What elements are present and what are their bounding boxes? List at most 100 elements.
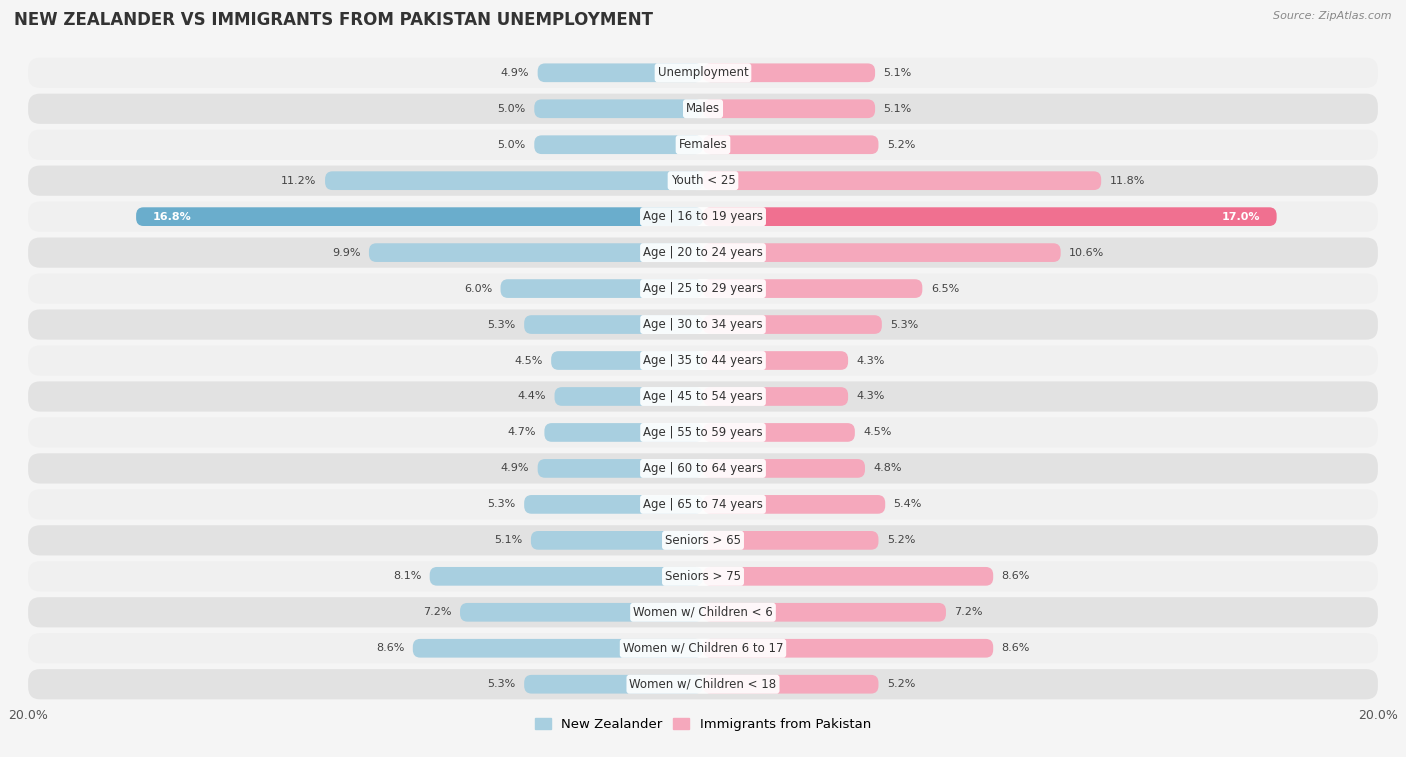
FancyBboxPatch shape (430, 567, 703, 586)
Text: Seniors > 75: Seniors > 75 (665, 570, 741, 583)
FancyBboxPatch shape (703, 64, 875, 82)
FancyBboxPatch shape (28, 597, 1378, 628)
Text: 4.3%: 4.3% (856, 356, 884, 366)
FancyBboxPatch shape (28, 561, 1378, 591)
FancyBboxPatch shape (460, 603, 703, 621)
Text: Women w/ Children < 18: Women w/ Children < 18 (630, 678, 776, 690)
Text: 11.2%: 11.2% (281, 176, 316, 185)
FancyBboxPatch shape (703, 639, 993, 658)
Text: 8.6%: 8.6% (1001, 643, 1031, 653)
Text: 5.4%: 5.4% (894, 500, 922, 509)
FancyBboxPatch shape (551, 351, 703, 370)
FancyBboxPatch shape (703, 387, 848, 406)
Text: Youth < 25: Youth < 25 (671, 174, 735, 187)
Text: Source: ZipAtlas.com: Source: ZipAtlas.com (1274, 11, 1392, 21)
FancyBboxPatch shape (28, 417, 1378, 447)
FancyBboxPatch shape (703, 675, 879, 693)
Text: 9.9%: 9.9% (332, 248, 360, 257)
FancyBboxPatch shape (703, 423, 855, 442)
FancyBboxPatch shape (703, 243, 1060, 262)
FancyBboxPatch shape (703, 459, 865, 478)
FancyBboxPatch shape (413, 639, 703, 658)
FancyBboxPatch shape (28, 453, 1378, 484)
Text: 7.2%: 7.2% (423, 607, 451, 617)
FancyBboxPatch shape (703, 531, 879, 550)
FancyBboxPatch shape (703, 99, 875, 118)
Text: Age | 65 to 74 years: Age | 65 to 74 years (643, 498, 763, 511)
FancyBboxPatch shape (136, 207, 703, 226)
FancyBboxPatch shape (28, 489, 1378, 519)
FancyBboxPatch shape (28, 58, 1378, 88)
Text: 4.5%: 4.5% (515, 356, 543, 366)
Text: 5.2%: 5.2% (887, 679, 915, 689)
FancyBboxPatch shape (368, 243, 703, 262)
FancyBboxPatch shape (703, 207, 1277, 226)
Text: Age | 35 to 44 years: Age | 35 to 44 years (643, 354, 763, 367)
Text: 4.8%: 4.8% (873, 463, 901, 473)
FancyBboxPatch shape (524, 495, 703, 514)
Text: 4.9%: 4.9% (501, 463, 529, 473)
FancyBboxPatch shape (534, 99, 703, 118)
Text: 10.6%: 10.6% (1069, 248, 1104, 257)
FancyBboxPatch shape (28, 382, 1378, 412)
Text: Women w/ Children 6 to 17: Women w/ Children 6 to 17 (623, 642, 783, 655)
FancyBboxPatch shape (703, 279, 922, 298)
Text: 4.5%: 4.5% (863, 428, 891, 438)
Text: 5.1%: 5.1% (883, 68, 911, 78)
Text: 5.0%: 5.0% (498, 140, 526, 150)
FancyBboxPatch shape (28, 238, 1378, 268)
FancyBboxPatch shape (537, 64, 703, 82)
FancyBboxPatch shape (703, 171, 1101, 190)
FancyBboxPatch shape (501, 279, 703, 298)
FancyBboxPatch shape (703, 495, 886, 514)
Text: Age | 60 to 64 years: Age | 60 to 64 years (643, 462, 763, 475)
Text: 8.6%: 8.6% (375, 643, 405, 653)
Text: Age | 45 to 54 years: Age | 45 to 54 years (643, 390, 763, 403)
Text: 4.7%: 4.7% (508, 428, 536, 438)
Text: Age | 30 to 34 years: Age | 30 to 34 years (643, 318, 763, 331)
Text: Age | 55 to 59 years: Age | 55 to 59 years (643, 426, 763, 439)
Text: 5.3%: 5.3% (488, 319, 516, 329)
FancyBboxPatch shape (537, 459, 703, 478)
Text: Women w/ Children < 6: Women w/ Children < 6 (633, 606, 773, 618)
FancyBboxPatch shape (325, 171, 703, 190)
FancyBboxPatch shape (554, 387, 703, 406)
FancyBboxPatch shape (531, 531, 703, 550)
FancyBboxPatch shape (28, 345, 1378, 375)
Text: 5.3%: 5.3% (488, 500, 516, 509)
Text: 5.3%: 5.3% (488, 679, 516, 689)
Text: Unemployment: Unemployment (658, 67, 748, 79)
Text: 5.3%: 5.3% (890, 319, 918, 329)
FancyBboxPatch shape (28, 94, 1378, 124)
FancyBboxPatch shape (703, 315, 882, 334)
FancyBboxPatch shape (544, 423, 703, 442)
FancyBboxPatch shape (524, 675, 703, 693)
Text: 6.0%: 6.0% (464, 284, 492, 294)
Text: Females: Females (679, 139, 727, 151)
Text: 17.0%: 17.0% (1222, 212, 1260, 222)
Text: 8.1%: 8.1% (392, 572, 422, 581)
FancyBboxPatch shape (703, 136, 879, 154)
FancyBboxPatch shape (28, 129, 1378, 160)
FancyBboxPatch shape (703, 567, 993, 586)
Text: 5.1%: 5.1% (495, 535, 523, 545)
FancyBboxPatch shape (28, 166, 1378, 196)
Text: 7.2%: 7.2% (955, 607, 983, 617)
FancyBboxPatch shape (28, 525, 1378, 556)
Text: 4.4%: 4.4% (517, 391, 546, 401)
Text: 5.2%: 5.2% (887, 140, 915, 150)
Legend: New Zealander, Immigrants from Pakistan: New Zealander, Immigrants from Pakistan (530, 713, 876, 737)
FancyBboxPatch shape (703, 351, 848, 370)
Text: Males: Males (686, 102, 720, 115)
FancyBboxPatch shape (534, 136, 703, 154)
FancyBboxPatch shape (28, 201, 1378, 232)
Text: 4.9%: 4.9% (501, 68, 529, 78)
Text: 16.8%: 16.8% (153, 212, 191, 222)
Text: 5.2%: 5.2% (887, 535, 915, 545)
FancyBboxPatch shape (28, 669, 1378, 699)
Text: 11.8%: 11.8% (1109, 176, 1144, 185)
FancyBboxPatch shape (28, 273, 1378, 304)
Text: Age | 16 to 19 years: Age | 16 to 19 years (643, 210, 763, 223)
FancyBboxPatch shape (703, 603, 946, 621)
Text: Seniors > 65: Seniors > 65 (665, 534, 741, 547)
